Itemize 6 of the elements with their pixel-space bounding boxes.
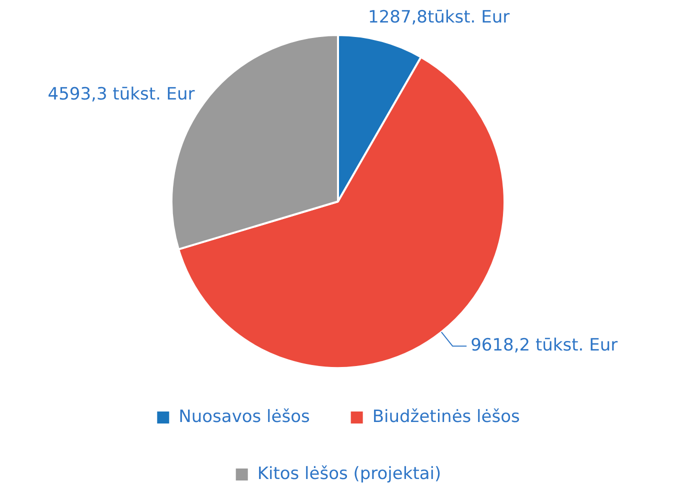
data-label: 1287,8tūkst. Eur [368, 7, 510, 28]
data-label: 9618,2 tūkst. Eur [470, 336, 618, 356]
legend-label: Kitos lėšos (projektai) [257, 464, 442, 484]
data-label: 4593,3 tūkst. Eur [48, 84, 195, 104]
legend-label: Nuosavos lėšos [178, 406, 310, 427]
legend-label: Biudžetinės lėšos [372, 406, 520, 427]
